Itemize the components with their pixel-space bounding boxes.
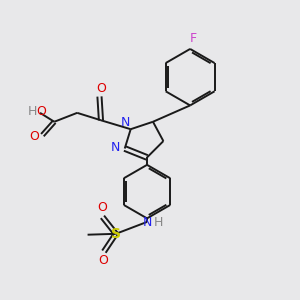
Text: N: N bbox=[111, 140, 121, 154]
Text: O: O bbox=[96, 82, 106, 95]
Text: N: N bbox=[143, 216, 153, 229]
Text: H: H bbox=[27, 105, 37, 118]
Text: O: O bbox=[98, 254, 108, 267]
Text: H: H bbox=[154, 216, 164, 229]
Text: N: N bbox=[121, 116, 130, 129]
Text: S: S bbox=[111, 227, 121, 241]
Text: O: O bbox=[97, 202, 107, 214]
Text: O: O bbox=[29, 130, 39, 143]
Text: O: O bbox=[37, 105, 46, 118]
Text: F: F bbox=[190, 32, 197, 45]
